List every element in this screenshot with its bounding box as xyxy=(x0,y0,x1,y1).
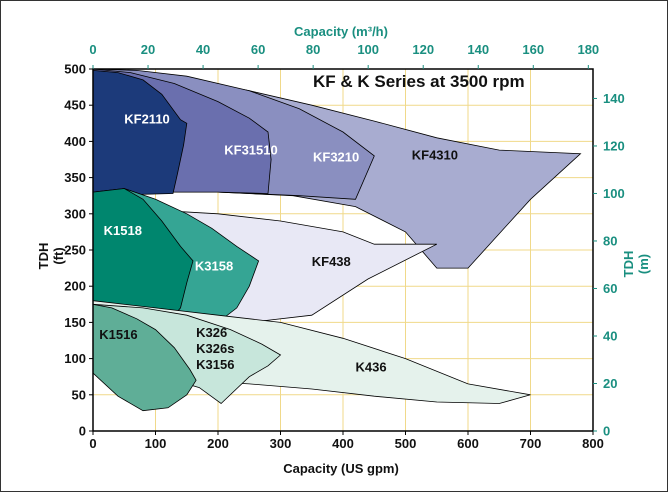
x-tick-label: 100 xyxy=(145,436,167,451)
x2-tick-label: 80 xyxy=(306,42,320,57)
region-label: K436 xyxy=(356,360,387,375)
y-tick-label: 300 xyxy=(64,206,86,221)
y2-tick-label: 140 xyxy=(603,91,625,106)
x2-tick-label: 100 xyxy=(357,42,379,57)
y-tick-label: 450 xyxy=(64,98,86,113)
x2-tick-label: 120 xyxy=(412,42,434,57)
performance-regions xyxy=(92,68,582,412)
x2-tick-label: 40 xyxy=(196,42,210,57)
region-label: KF4310 xyxy=(412,148,458,163)
y2-tick-label: 100 xyxy=(603,186,625,201)
x2-tick-label: 160 xyxy=(522,42,544,57)
x2-tick-label: 0 xyxy=(89,42,96,57)
y-tick-label: 0 xyxy=(79,424,86,439)
region-label: KF3210 xyxy=(313,150,359,165)
x-tick-label: 700 xyxy=(520,436,542,451)
y2-tick-label: 60 xyxy=(603,281,617,296)
y-axis-title-line2: (ft) xyxy=(51,247,66,264)
y-axis-title-line1: TDH xyxy=(36,243,51,270)
region-label: K1518 xyxy=(104,223,142,238)
region-label: K326 K326s K3156 xyxy=(196,325,234,372)
x2-tick-label: 60 xyxy=(251,42,265,57)
region-label: KF438 xyxy=(312,254,351,269)
y-tick-label: 100 xyxy=(64,351,86,366)
y2-tick-label: 80 xyxy=(603,233,617,248)
chart-title: KF & K Series at 3500 rpm xyxy=(313,72,525,91)
y2-axis-title-line1: TDH xyxy=(621,251,636,278)
y-tick-label: 250 xyxy=(64,243,86,258)
x-tick-label: 400 xyxy=(332,436,354,451)
y-tick-label: 200 xyxy=(64,279,86,294)
region-label: KF2110 xyxy=(124,111,170,126)
region-label: K1516 xyxy=(99,327,137,342)
y2-tick-label: 120 xyxy=(603,138,625,153)
y-tick-label: 150 xyxy=(64,315,86,330)
x-axis-title: Capacity (US gpm) xyxy=(283,461,399,476)
x-tick-label: 200 xyxy=(207,436,229,451)
x2-axis-title: Capacity (m³/h) xyxy=(294,24,388,39)
region-labels: KF4310 KF3210 KF31510 KF2110 KF438 K3158 K1518… xyxy=(99,111,458,374)
region-k1516 xyxy=(92,303,197,412)
x-tick-label: 500 xyxy=(395,436,417,451)
x-tick-label: 0 xyxy=(89,436,96,451)
y2-tick-label: 40 xyxy=(603,328,617,343)
y-tick-label: 400 xyxy=(64,134,86,149)
y-tick-label: 350 xyxy=(64,170,86,185)
region-label: KF31510 xyxy=(224,142,277,157)
y-tick-label: 500 xyxy=(64,62,86,77)
x2-tick-label: 140 xyxy=(467,42,489,57)
y2-axis-title-line2: (m) xyxy=(636,254,651,274)
x2-tick-label: 180 xyxy=(577,42,599,57)
x-tick-label: 800 xyxy=(582,436,604,451)
x-tick-label: 300 xyxy=(270,436,292,451)
region-label: K3158 xyxy=(195,258,233,273)
y-tick-label: 50 xyxy=(72,387,86,402)
region-kf2110 xyxy=(92,69,188,197)
x2-tick-label: 20 xyxy=(141,42,155,57)
y2-tick-label: 0 xyxy=(603,424,610,439)
y2-tick-label: 20 xyxy=(603,376,617,391)
x-tick-label: 600 xyxy=(457,436,479,451)
